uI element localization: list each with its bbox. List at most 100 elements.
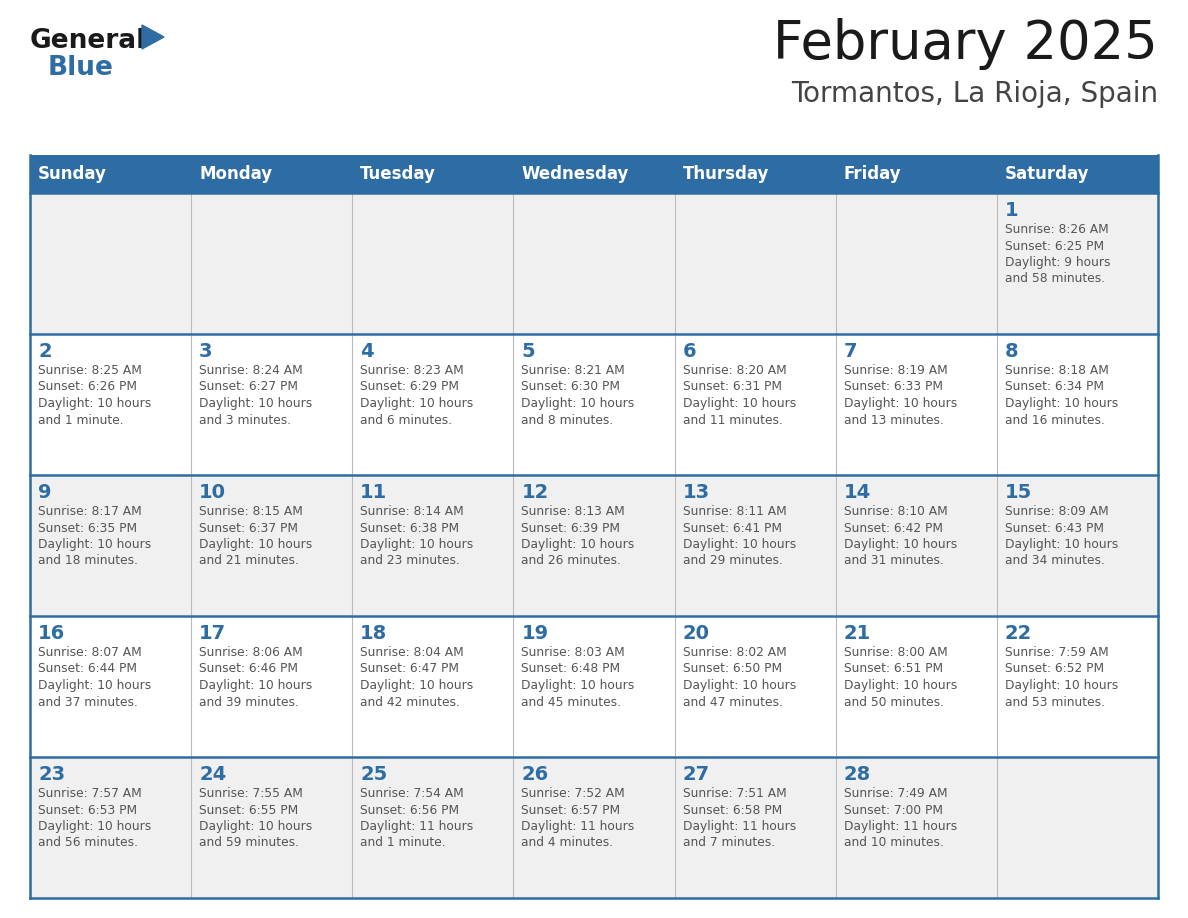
- Text: Daylight: 10 hours: Daylight: 10 hours: [200, 679, 312, 692]
- Bar: [30, 193, 1158, 334]
- Text: Sunrise: 7:57 AM: Sunrise: 7:57 AM: [38, 787, 141, 800]
- Text: and 47 minutes.: and 47 minutes.: [683, 696, 783, 709]
- Text: Daylight: 10 hours: Daylight: 10 hours: [683, 679, 796, 692]
- Text: 26: 26: [522, 765, 549, 784]
- Text: Sunset: 6:55 PM: Sunset: 6:55 PM: [200, 803, 298, 816]
- Text: and 45 minutes.: and 45 minutes.: [522, 696, 621, 709]
- Text: Sunset: 6:58 PM: Sunset: 6:58 PM: [683, 803, 782, 816]
- Text: Daylight: 10 hours: Daylight: 10 hours: [38, 679, 151, 692]
- Text: and 31 minutes.: and 31 minutes.: [843, 554, 943, 567]
- Text: and 59 minutes.: and 59 minutes.: [200, 836, 299, 849]
- Text: Sunrise: 8:02 AM: Sunrise: 8:02 AM: [683, 646, 786, 659]
- Text: Blue: Blue: [48, 55, 114, 81]
- Text: Daylight: 10 hours: Daylight: 10 hours: [522, 538, 634, 551]
- Text: and 16 minutes.: and 16 minutes.: [1005, 413, 1105, 427]
- Text: 13: 13: [683, 483, 709, 502]
- Text: Sunrise: 8:06 AM: Sunrise: 8:06 AM: [200, 646, 303, 659]
- Text: Sunrise: 7:54 AM: Sunrise: 7:54 AM: [360, 787, 465, 800]
- Text: and 39 minutes.: and 39 minutes.: [200, 696, 299, 709]
- Text: and 58 minutes.: and 58 minutes.: [1005, 273, 1105, 285]
- Text: Sunrise: 8:15 AM: Sunrise: 8:15 AM: [200, 505, 303, 518]
- Text: Daylight: 10 hours: Daylight: 10 hours: [522, 397, 634, 410]
- Text: General: General: [30, 28, 146, 54]
- Text: Daylight: 10 hours: Daylight: 10 hours: [1005, 679, 1118, 692]
- Text: 3: 3: [200, 342, 213, 361]
- Text: and 23 minutes.: and 23 minutes.: [360, 554, 460, 567]
- Text: Daylight: 11 hours: Daylight: 11 hours: [360, 820, 474, 833]
- Text: and 8 minutes.: and 8 minutes.: [522, 413, 614, 427]
- Text: Sunset: 6:30 PM: Sunset: 6:30 PM: [522, 380, 620, 394]
- Text: Sunday: Sunday: [38, 165, 107, 183]
- Text: Sunrise: 8:00 AM: Sunrise: 8:00 AM: [843, 646, 948, 659]
- Text: Sunset: 6:44 PM: Sunset: 6:44 PM: [38, 663, 137, 676]
- Text: Daylight: 10 hours: Daylight: 10 hours: [1005, 538, 1118, 551]
- Text: Sunrise: 8:20 AM: Sunrise: 8:20 AM: [683, 364, 786, 377]
- Bar: [30, 757, 1158, 898]
- Text: and 7 minutes.: and 7 minutes.: [683, 836, 775, 849]
- Text: and 56 minutes.: and 56 minutes.: [38, 836, 138, 849]
- Text: 18: 18: [360, 624, 387, 643]
- Text: Sunrise: 8:24 AM: Sunrise: 8:24 AM: [200, 364, 303, 377]
- Text: Sunset: 6:34 PM: Sunset: 6:34 PM: [1005, 380, 1104, 394]
- Text: Daylight: 10 hours: Daylight: 10 hours: [683, 397, 796, 410]
- Text: 22: 22: [1005, 624, 1032, 643]
- Text: 10: 10: [200, 483, 226, 502]
- Text: 8: 8: [1005, 342, 1018, 361]
- Text: 1: 1: [1005, 201, 1018, 220]
- Bar: [30, 475, 1158, 616]
- Text: Friday: Friday: [843, 165, 902, 183]
- Text: Thursday: Thursday: [683, 165, 769, 183]
- Text: 21: 21: [843, 624, 871, 643]
- Text: Sunset: 6:31 PM: Sunset: 6:31 PM: [683, 380, 782, 394]
- Text: Sunrise: 8:03 AM: Sunrise: 8:03 AM: [522, 646, 625, 659]
- Text: 2: 2: [38, 342, 51, 361]
- Text: Sunrise: 8:17 AM: Sunrise: 8:17 AM: [38, 505, 141, 518]
- Text: Daylight: 10 hours: Daylight: 10 hours: [843, 538, 958, 551]
- Text: and 18 minutes.: and 18 minutes.: [38, 554, 138, 567]
- Text: Sunset: 6:39 PM: Sunset: 6:39 PM: [522, 521, 620, 534]
- Text: Monday: Monday: [200, 165, 272, 183]
- Text: 6: 6: [683, 342, 696, 361]
- Text: and 1 minute.: and 1 minute.: [360, 836, 446, 849]
- Text: Sunrise: 7:55 AM: Sunrise: 7:55 AM: [200, 787, 303, 800]
- Text: Daylight: 10 hours: Daylight: 10 hours: [200, 397, 312, 410]
- Text: Daylight: 11 hours: Daylight: 11 hours: [683, 820, 796, 833]
- Text: Sunset: 6:50 PM: Sunset: 6:50 PM: [683, 663, 782, 676]
- Bar: [30, 155, 1158, 193]
- Text: and 10 minutes.: and 10 minutes.: [843, 836, 943, 849]
- Text: Sunset: 6:25 PM: Sunset: 6:25 PM: [1005, 240, 1104, 252]
- Text: Daylight: 11 hours: Daylight: 11 hours: [522, 820, 634, 833]
- Text: Daylight: 10 hours: Daylight: 10 hours: [360, 538, 474, 551]
- Text: Sunrise: 7:59 AM: Sunrise: 7:59 AM: [1005, 646, 1108, 659]
- Text: Sunset: 7:00 PM: Sunset: 7:00 PM: [843, 803, 943, 816]
- Text: and 26 minutes.: and 26 minutes.: [522, 554, 621, 567]
- Text: 14: 14: [843, 483, 871, 502]
- Text: Sunrise: 7:52 AM: Sunrise: 7:52 AM: [522, 787, 625, 800]
- Text: Sunrise: 8:14 AM: Sunrise: 8:14 AM: [360, 505, 465, 518]
- Text: and 21 minutes.: and 21 minutes.: [200, 554, 299, 567]
- Text: Tormantos, La Rioja, Spain: Tormantos, La Rioja, Spain: [791, 80, 1158, 108]
- Text: Sunrise: 8:25 AM: Sunrise: 8:25 AM: [38, 364, 141, 377]
- Text: Daylight: 10 hours: Daylight: 10 hours: [38, 538, 151, 551]
- Text: Daylight: 10 hours: Daylight: 10 hours: [360, 679, 474, 692]
- Text: Daylight: 10 hours: Daylight: 10 hours: [38, 397, 151, 410]
- Text: Daylight: 10 hours: Daylight: 10 hours: [683, 538, 796, 551]
- Text: 4: 4: [360, 342, 374, 361]
- Text: Sunset: 6:56 PM: Sunset: 6:56 PM: [360, 803, 460, 816]
- Text: Sunset: 6:29 PM: Sunset: 6:29 PM: [360, 380, 460, 394]
- Text: and 13 minutes.: and 13 minutes.: [843, 413, 943, 427]
- Text: Sunset: 6:47 PM: Sunset: 6:47 PM: [360, 663, 460, 676]
- Text: Daylight: 10 hours: Daylight: 10 hours: [522, 679, 634, 692]
- Polygon shape: [143, 25, 164, 49]
- Text: and 29 minutes.: and 29 minutes.: [683, 554, 783, 567]
- Text: 15: 15: [1005, 483, 1032, 502]
- Text: Sunset: 6:41 PM: Sunset: 6:41 PM: [683, 521, 782, 534]
- Text: and 34 minutes.: and 34 minutes.: [1005, 554, 1105, 567]
- Bar: [30, 616, 1158, 757]
- Text: Sunrise: 8:10 AM: Sunrise: 8:10 AM: [843, 505, 948, 518]
- Text: Sunset: 6:51 PM: Sunset: 6:51 PM: [843, 663, 943, 676]
- Text: and 11 minutes.: and 11 minutes.: [683, 413, 783, 427]
- Text: Daylight: 10 hours: Daylight: 10 hours: [200, 820, 312, 833]
- Text: 17: 17: [200, 624, 226, 643]
- Text: Sunset: 6:52 PM: Sunset: 6:52 PM: [1005, 663, 1104, 676]
